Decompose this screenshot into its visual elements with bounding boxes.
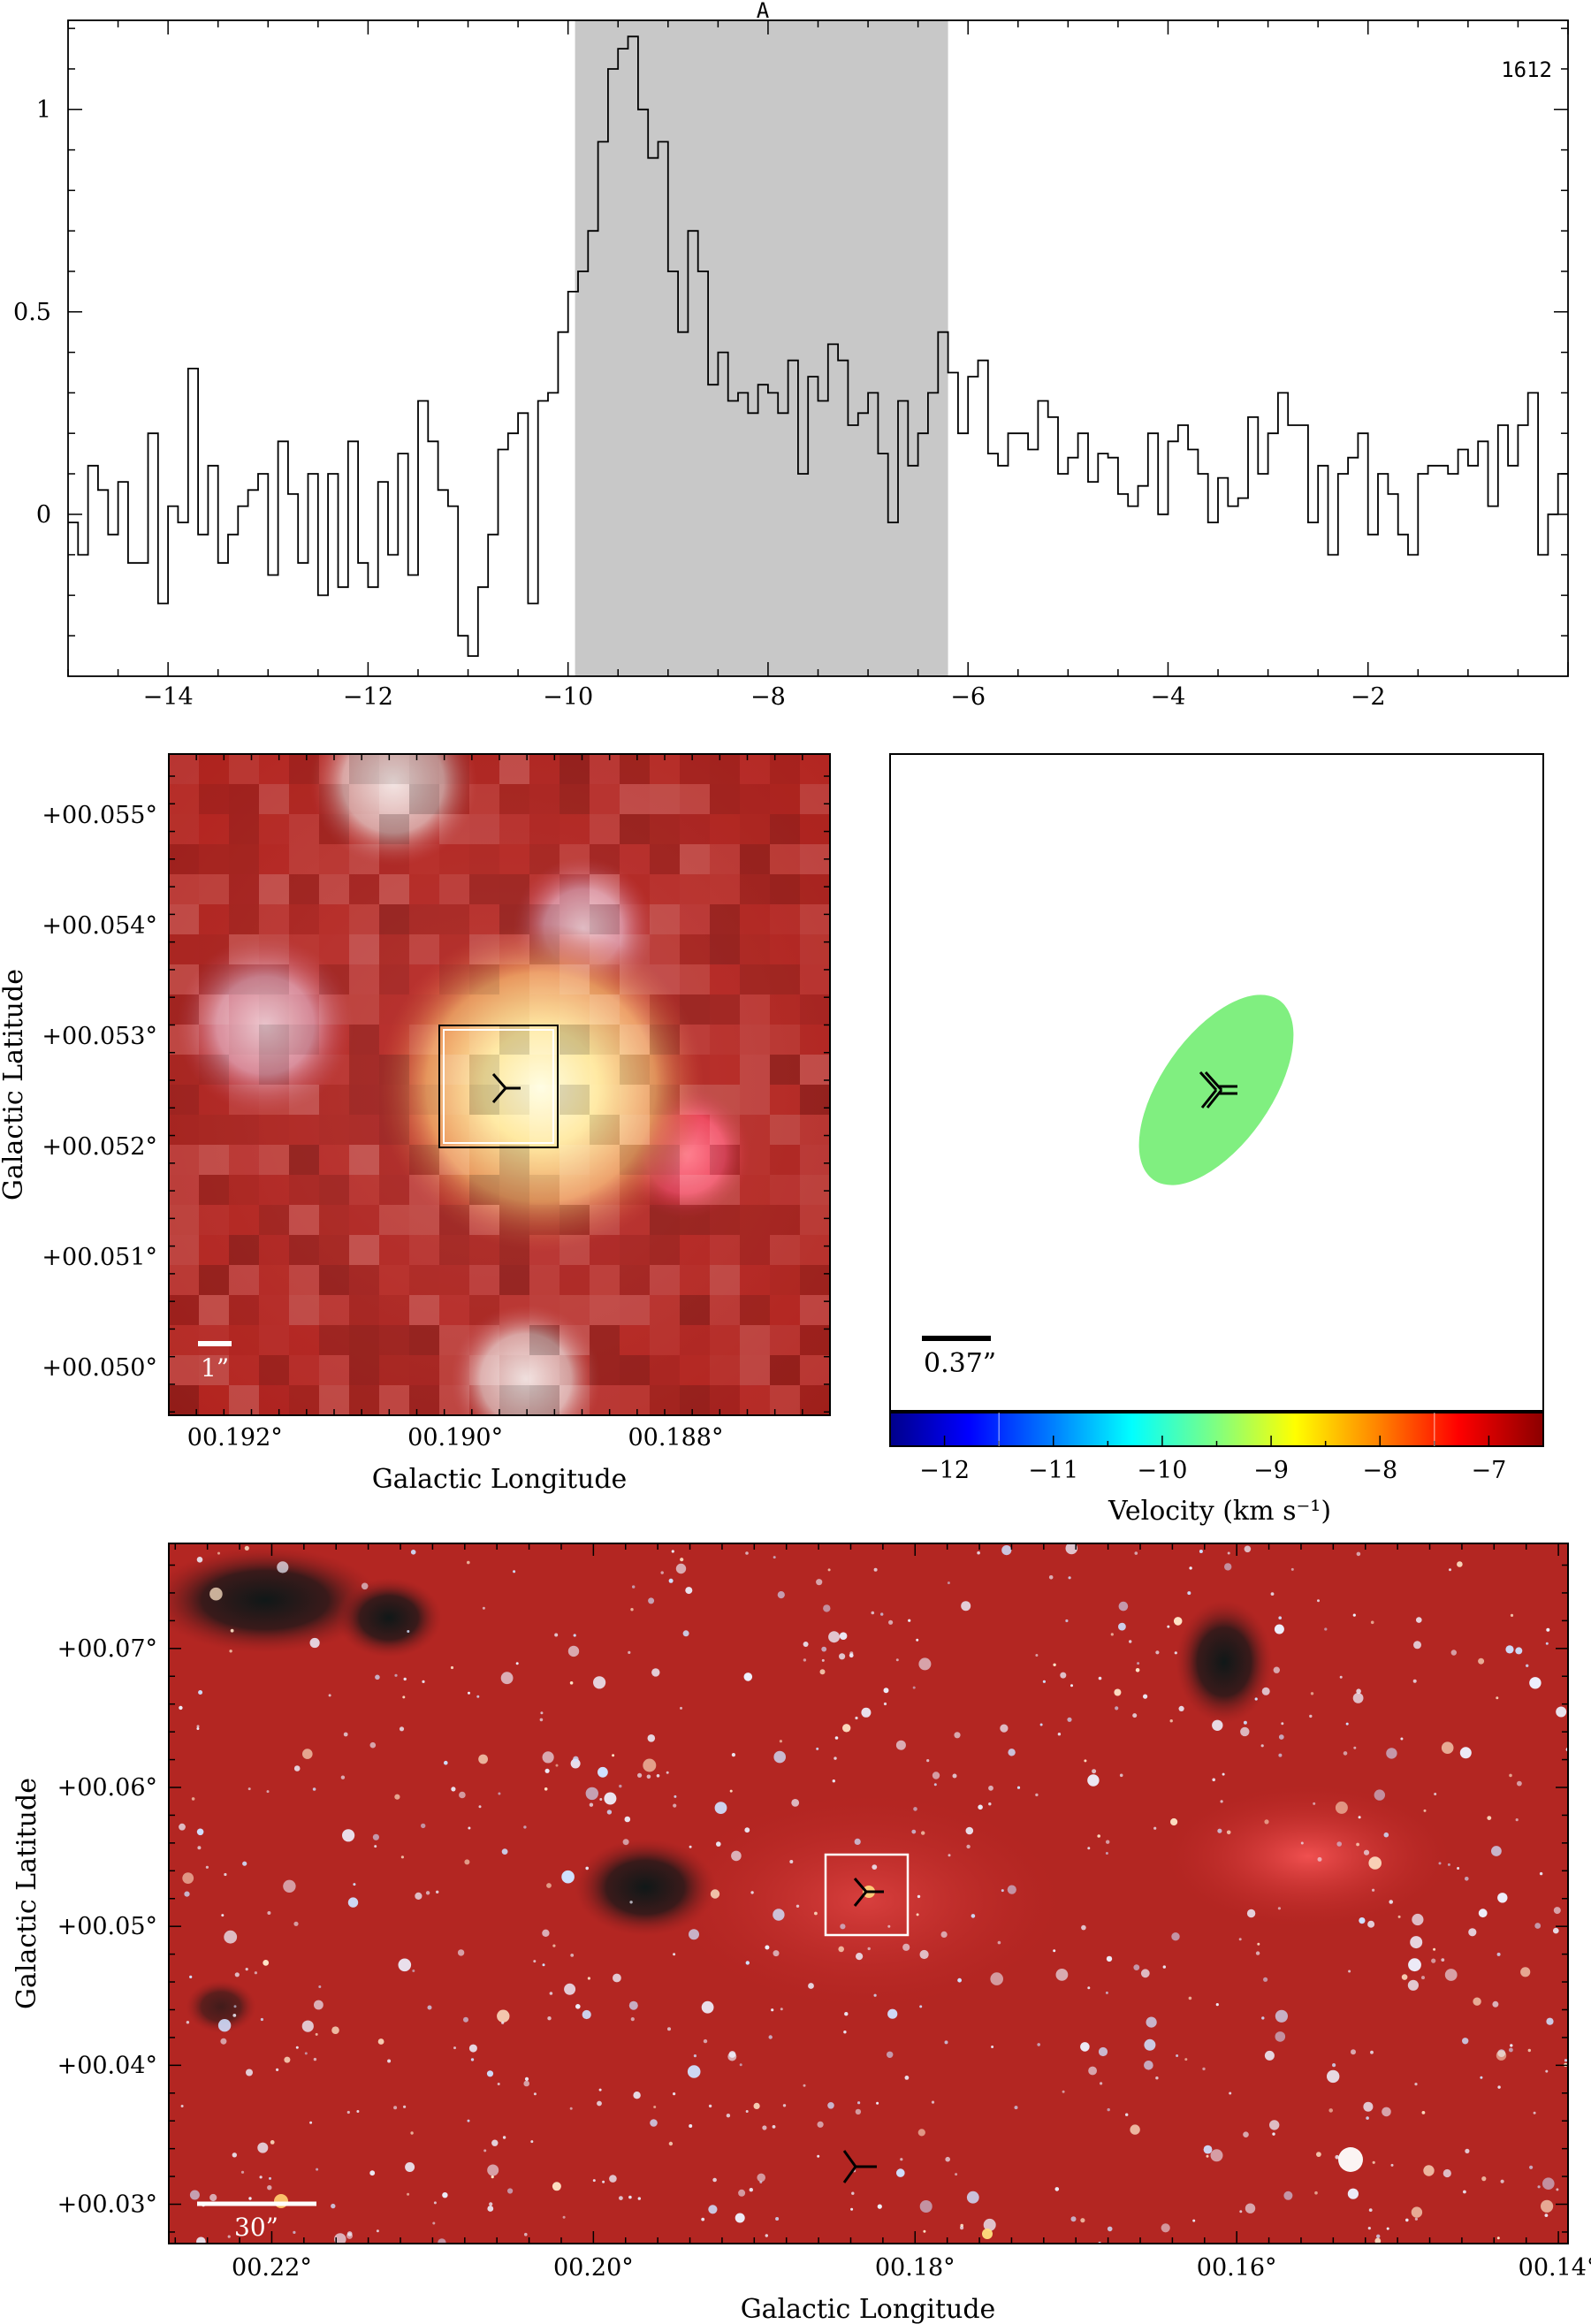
colorbar-tick-label: −10 <box>1137 1457 1187 1484</box>
zoom-image-panel: 1” 00.192° 00.190° 00.188° +00.050° +00.051… <box>0 753 831 1495</box>
zoom-y-tick-label: +00.055° <box>42 802 157 829</box>
source-blob-bottom <box>451 1304 601 1415</box>
maser-spot-marker <box>1199 1071 1237 1109</box>
zoom-x-axis-title: Galactic Longitude <box>372 1464 628 1495</box>
maser-velocity-panel: 0.37” −12 −11 −10 −9 −8 −7 Velocity (km s⁻¹) <box>889 753 1544 1527</box>
wide-frame <box>168 1543 1569 2244</box>
spectrum-line <box>68 35 1568 657</box>
colorbar-title: Velocity (km s⁻¹) <box>1108 1496 1331 1527</box>
zoom-rgb-image <box>169 754 830 1415</box>
spectrum-y-axis: 00.51 <box>13 27 1568 636</box>
spectrum-x-tick-label: −14 <box>143 683 194 711</box>
dark-cloud-center <box>575 1839 716 1936</box>
wide-rgb-image <box>169 1543 1568 2244</box>
zoom-y-tick-label: +00.053° <box>42 1023 157 1050</box>
wide-scalebar-label: 30” <box>234 2213 278 2242</box>
zoom-scalebar-label: 1” <box>201 1353 229 1383</box>
zoom-highlight-box-inner <box>443 1029 554 1144</box>
wide-y-tick-label: +00.07° <box>57 1635 157 1663</box>
wide-y-tick-label: +00.04° <box>57 2052 157 2079</box>
spectrum-x-tick-label: −6 <box>950 683 986 711</box>
zoom-x-tick-label: 00.190° <box>407 1424 503 1452</box>
wide-y-tick-label: +00.03° <box>57 2191 157 2219</box>
colorbar-tick-label: −12 <box>919 1457 970 1484</box>
zoom-y-tick-label: +00.054° <box>42 912 157 940</box>
colorbar-tick-label: −7 <box>1472 1457 1507 1484</box>
spectrum-x-tick-label: −2 <box>1351 683 1386 711</box>
spectrum-x-axis: −14 −12 −10 −8 −6 −4 −2 <box>67 20 1569 711</box>
zoom-y-tick-label: +00.051° <box>42 1244 157 1271</box>
wide-x-axis-title: Galactic Longitude <box>741 2294 996 2324</box>
highlight-velocity-range <box>575 20 948 676</box>
zoom-x-axis: 00.192° 00.190° 00.188° <box>168 754 831 1452</box>
wide-highlight-box <box>824 1853 910 1937</box>
wide-maser-marker-1 <box>853 1878 884 1907</box>
spectrum-top-label: A <box>757 0 770 23</box>
wide-y-axis: +00.03° +00.04° +00.05° +00.06° +00.07° <box>57 1564 1568 2233</box>
source-blob-bright <box>377 924 704 1251</box>
dark-cloud-top-left <box>169 1547 380 1653</box>
spectrum-panel: −14 −12 −10 −8 −6 −4 −2 00.51 A 1612 <box>13 0 1569 711</box>
wide-x-tick-label: 00.18° <box>875 2254 955 2282</box>
red-glow-center <box>672 1794 1061 2007</box>
dark-cloud-top-left-2 <box>336 1578 442 1657</box>
zoom-highlight-box-outer <box>438 1025 559 1148</box>
wide-x-tick-label: 00.16° <box>1197 2254 1277 2282</box>
maser-marker <box>491 1073 521 1103</box>
wide-image-panel: 30” 00.22° 00.20° 00.18° 00.16° 00.14° +00.0… <box>11 1543 1591 2324</box>
spectrum-corner-label: 1612 <box>1501 57 1552 82</box>
wide-y-axis-title: Galactic Latitude <box>11 1778 42 2009</box>
wide-star-field <box>179 1543 1568 2244</box>
colorbar-tick-label: −8 <box>1362 1457 1397 1484</box>
colorbar-tick-label: −9 <box>1253 1457 1289 1484</box>
zoom-x-tick-label: 00.188° <box>628 1424 723 1452</box>
wide-maser-marker-2 <box>842 2150 877 2183</box>
zoom-y-axis: +00.050° +00.051° +00.052° +00.053° +00.054°… <box>42 775 830 1413</box>
dark-cloud-left <box>186 1980 256 2033</box>
wide-x-tick-label: 00.20° <box>553 2254 634 2282</box>
spectrum-x-tick-label: −8 <box>750 683 786 711</box>
wide-scalebar: 30” <box>197 2201 316 2242</box>
zoom-y-tick-label: +00.052° <box>42 1133 157 1161</box>
colorbar-axis: −12 −11 −10 −9 −8 −7 <box>889 1413 1544 1484</box>
spectrum-y-tick-label: 0.5 <box>13 299 51 326</box>
maser-scalebar-label: 0.37” <box>924 1348 996 1379</box>
spectrum-x-tick-label: −10 <box>543 683 593 711</box>
zoom-x-tick-label: 00.192° <box>187 1424 283 1452</box>
spectrum-x-tick-label: −4 <box>1151 683 1186 711</box>
spectrum-y-tick-label: 1 <box>36 96 51 124</box>
source-blob-left <box>177 937 354 1114</box>
wide-y-tick-label: +00.06° <box>57 1774 157 1802</box>
maser-scalebar: 0.37” <box>922 1336 996 1379</box>
wide-y-tick-label: +00.05° <box>57 1913 157 1940</box>
spectrum-x-tick-label: −12 <box>343 683 393 711</box>
spectrum-y-tick-label: 0 <box>36 501 51 529</box>
wide-x-axis: 00.22° 00.20° 00.18° 00.16° 00.14° <box>174 1543 1591 2282</box>
source-blob-top <box>309 754 477 866</box>
zoom-scalebar: 1” <box>198 1341 232 1383</box>
wide-x-tick-label: 00.14° <box>1519 2254 1591 2282</box>
colorbar-tick-label: −11 <box>1028 1457 1078 1484</box>
wide-x-tick-label: 00.22° <box>232 2254 312 2282</box>
zoom-pixel-texture <box>169 754 830 1415</box>
zoom-y-axis-title: Galactic Latitude <box>0 969 29 1200</box>
zoom-y-tick-label: +00.050° <box>42 1354 157 1382</box>
dark-cloud-upper-right <box>1176 1600 1273 1724</box>
red-glow-right <box>1167 1786 1450 1927</box>
